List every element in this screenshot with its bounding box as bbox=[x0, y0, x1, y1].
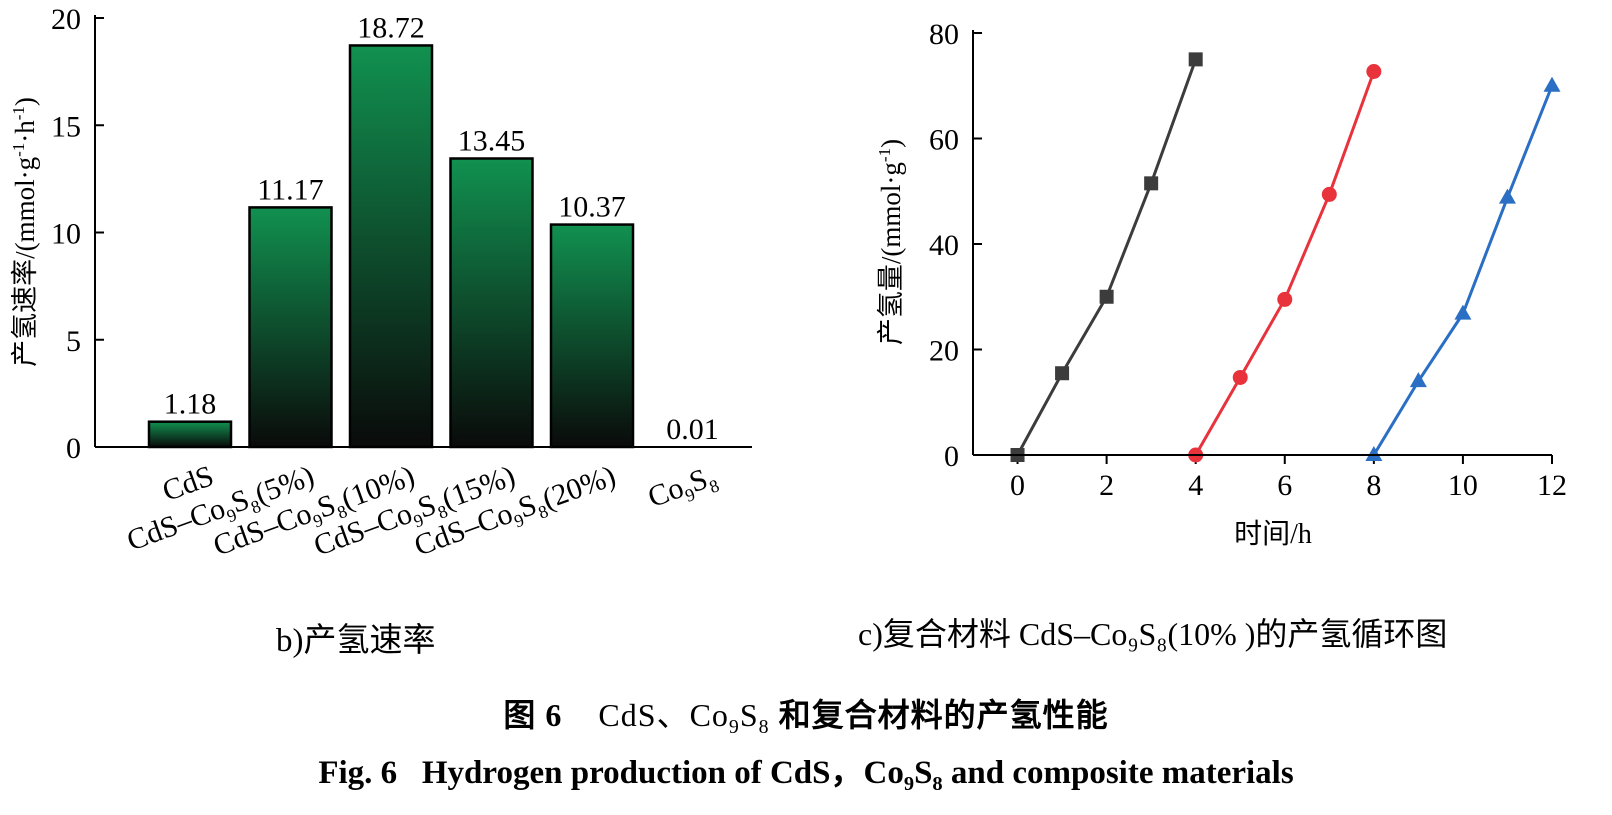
right-panel-caption: c)复合材料 CdS–Co₉S₈(10% )的产氢循环图 bbox=[858, 616, 1447, 652]
line-x-tick-label: 8 bbox=[1366, 469, 1381, 502]
bar-value-label: 18.72 bbox=[357, 11, 425, 44]
series-0-point bbox=[1144, 176, 1159, 191]
series-1-point bbox=[1321, 186, 1337, 202]
series-1-point bbox=[1277, 291, 1293, 307]
series-2-point bbox=[1543, 76, 1561, 92]
bar-y-axis-label: 产氢速率/(mmol·g-1·h-1) bbox=[9, 97, 40, 367]
series-2-point bbox=[1454, 304, 1472, 320]
bar-y-tick-label: 15 bbox=[51, 110, 81, 143]
line-x-tick-label: 0 bbox=[1010, 469, 1025, 502]
line-x-tick-label: 10 bbox=[1448, 469, 1478, 502]
series-2-line bbox=[1372, 85, 1554, 456]
line-y-tick-label: 80 bbox=[929, 18, 959, 51]
series-1-line bbox=[1194, 70, 1376, 456]
bar-y-tick-label: 0 bbox=[66, 432, 81, 465]
bar-value-label: 11.17 bbox=[257, 173, 323, 206]
line-y-tick-label: 20 bbox=[929, 335, 959, 368]
figure-caption-zh: 图 6 CdS、Co9S8 和复合材料的产氢性能 bbox=[503, 697, 1109, 738]
line-y-tick-label: 40 bbox=[929, 229, 959, 262]
series-0-point bbox=[1099, 289, 1114, 304]
bar-y-tick-label: 5 bbox=[66, 325, 81, 358]
bar-value-label: 10.37 bbox=[558, 191, 626, 224]
bar-value-label: 0.01 bbox=[666, 413, 719, 446]
series-2-point bbox=[1409, 372, 1427, 388]
series-1-point bbox=[1232, 369, 1248, 385]
bar bbox=[549, 223, 635, 449]
bar bbox=[348, 44, 434, 449]
bar bbox=[449, 157, 534, 449]
line-y-tick-label: 60 bbox=[929, 124, 959, 157]
series-1-point bbox=[1366, 64, 1382, 80]
line-x-tick-label: 4 bbox=[1188, 469, 1203, 502]
bar-value-label: 1.18 bbox=[164, 388, 217, 421]
series-0-point bbox=[1055, 366, 1070, 381]
bar-y-tick-label: 20 bbox=[51, 3, 81, 36]
bar bbox=[147, 420, 233, 449]
line-y-tick-label: 0 bbox=[944, 440, 959, 473]
line-x-tick-label: 6 bbox=[1277, 469, 1292, 502]
line-x-tick-label: 12 bbox=[1537, 469, 1567, 502]
bar bbox=[248, 206, 333, 449]
series-2-point bbox=[1498, 188, 1516, 204]
series-2-point bbox=[1365, 446, 1383, 461]
series-0-point bbox=[1188, 52, 1203, 67]
figure-caption-en: Fig. 6 Hydrogen production of CdS，Co9S8 … bbox=[318, 755, 1294, 796]
left-panel-caption: b)产氢速率 bbox=[276, 622, 436, 659]
bar-y-tick-label: 10 bbox=[51, 218, 81, 251]
line-x-tick-label: 2 bbox=[1099, 469, 1114, 502]
series-0-line bbox=[1016, 58, 1198, 456]
bar-category-label: Co9S8 bbox=[644, 459, 722, 518]
bar-value-label: 13.45 bbox=[458, 124, 526, 157]
line-y-axis-label: 产氢量/(mmol·g-1) bbox=[875, 139, 906, 345]
line-x-axis-label: 时间/h bbox=[1234, 518, 1312, 550]
